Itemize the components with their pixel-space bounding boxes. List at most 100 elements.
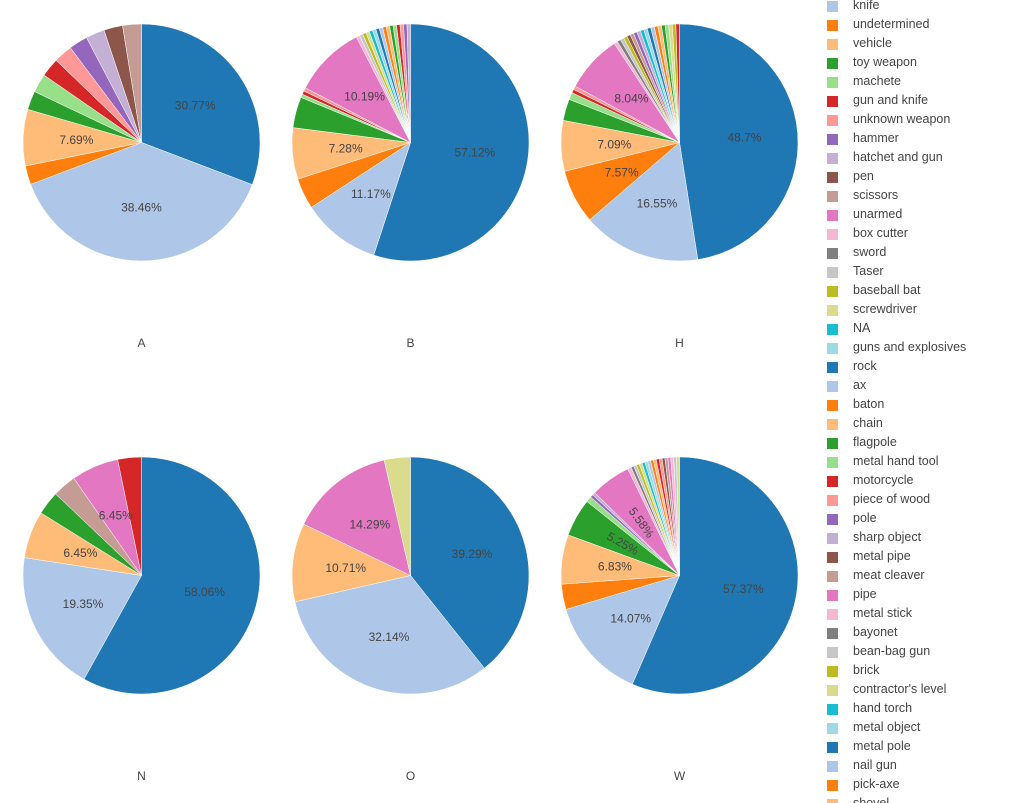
- legend-item[interactable]: pick-axe: [820, 776, 1009, 795]
- legend-swatch: [827, 229, 838, 240]
- legend-label: guns and explosives: [853, 340, 967, 354]
- pie-slice[interactable]: [141, 23, 261, 185]
- legend-label: toy weapon: [853, 55, 917, 69]
- legend-item[interactable]: pen: [820, 168, 1009, 187]
- legend-swatch: [827, 476, 838, 487]
- slice-label: 6.83%: [598, 560, 632, 574]
- pie-slice[interactable]: [589, 142, 699, 262]
- pie-slice[interactable]: [679, 23, 799, 260]
- legend-item[interactable]: baton: [820, 396, 1009, 415]
- legend-item[interactable]: machete: [820, 73, 1009, 92]
- legend-item[interactable]: metal stick: [820, 605, 1009, 624]
- legend-item[interactable]: metal hand tool: [820, 453, 1009, 472]
- pie-slice[interactable]: [676, 456, 680, 576]
- legend-swatch: [827, 438, 838, 449]
- legend-item[interactable]: bean-bag gun: [820, 643, 1009, 662]
- legend-item[interactable]: hammer: [820, 130, 1009, 149]
- pie-slice[interactable]: [406, 23, 411, 143]
- pie-slice[interactable]: [83, 456, 261, 695]
- pie-slice[interactable]: [410, 456, 530, 669]
- legend-swatch: [827, 514, 838, 525]
- legend-item[interactable]: vehicle: [820, 35, 1009, 54]
- pie-slice[interactable]: [383, 456, 411, 576]
- legend-label: metal pole: [853, 739, 911, 753]
- pie-slice[interactable]: [294, 575, 485, 695]
- legend-item[interactable]: baseball bat: [820, 282, 1009, 301]
- pie-slice[interactable]: [117, 456, 142, 576]
- legend-item[interactable]: piece of wood: [820, 491, 1009, 510]
- pie-slice[interactable]: [305, 36, 412, 144]
- legend-swatch: [827, 343, 838, 354]
- legend-swatch: [827, 457, 838, 468]
- pie-slice[interactable]: [373, 23, 530, 262]
- legend-label: hand torch: [853, 701, 913, 715]
- pie-slice[interactable]: [122, 23, 142, 143]
- slice-label: 6.45%: [99, 509, 133, 523]
- pie-slice[interactable]: [22, 557, 142, 680]
- legend-item[interactable]: unarmed: [820, 206, 1009, 225]
- legend-swatch: [827, 381, 838, 392]
- legend-item[interactable]: gun and knife: [820, 92, 1009, 111]
- legend-item[interactable]: scissors: [820, 187, 1009, 206]
- legend-item[interactable]: unknown weapon: [820, 111, 1009, 130]
- legend-label: metal stick: [853, 606, 913, 620]
- legend-swatch: [827, 609, 838, 620]
- pie-slice[interactable]: [631, 456, 799, 695]
- legend-item[interactable]: NA: [820, 320, 1009, 339]
- pie-slice[interactable]: [310, 141, 411, 256]
- pie-slice[interactable]: [30, 142, 253, 262]
- legend-item[interactable]: metal pipe: [820, 548, 1009, 567]
- legend-item[interactable]: hatchet and gun: [820, 149, 1009, 168]
- legend-item[interactable]: sharp object: [820, 529, 1009, 548]
- legend-item[interactable]: motorcycle: [820, 472, 1009, 491]
- pie-slice[interactable]: [675, 23, 680, 143]
- pie-slice[interactable]: [303, 459, 411, 576]
- legend-item[interactable]: nail gun: [820, 757, 1009, 776]
- legend-label: bayonet: [853, 625, 898, 639]
- legend-item[interactable]: undetermined: [820, 16, 1009, 35]
- legend-swatch: [827, 666, 838, 677]
- legend-label: pen: [853, 169, 874, 183]
- legend-item[interactable]: Taser: [820, 263, 1009, 282]
- legend-swatch: [827, 533, 838, 544]
- legend-label: piece of wood: [853, 492, 931, 506]
- legend-item[interactable]: screwdriver: [820, 301, 1009, 320]
- legend-label: unarmed: [853, 207, 903, 221]
- legend-label: knife: [853, 0, 880, 12]
- legend-item[interactable]: chain: [820, 415, 1009, 434]
- legend-label: Taser: [853, 264, 884, 278]
- legend-label: scissors: [853, 188, 899, 202]
- legend-item[interactable]: metal pole: [820, 738, 1009, 757]
- legend-swatch: [827, 799, 838, 803]
- legend-item[interactable]: pole: [820, 510, 1009, 529]
- legend-item[interactable]: brick: [820, 662, 1009, 681]
- legend-item[interactable]: guns and explosives: [820, 339, 1009, 358]
- legend-item[interactable]: meat cleaver: [820, 567, 1009, 586]
- slice-label: 10.71%: [325, 561, 366, 575]
- legend-label: sword: [853, 245, 887, 259]
- legend-item[interactable]: bayonet: [820, 624, 1009, 643]
- pie-slice[interactable]: [565, 575, 680, 685]
- legend-item[interactable]: hand torch: [820, 700, 1009, 719]
- legend-swatch: [827, 172, 838, 183]
- legend-swatch: [827, 58, 838, 69]
- legend-item[interactable]: flagpole: [820, 434, 1009, 453]
- legend-item[interactable]: sword: [820, 244, 1009, 263]
- legend-item[interactable]: ax: [820, 377, 1009, 396]
- legend-swatch: [827, 191, 838, 202]
- legend-item[interactable]: toy weapon: [820, 54, 1009, 73]
- legend-item[interactable]: contractor's level: [820, 681, 1009, 700]
- pie-slice[interactable]: [291, 523, 412, 603]
- pie-W: 57.37%14.07%6.83%5.25%5.58%W: [560, 456, 799, 783]
- legend-swatch: [827, 153, 838, 164]
- legend-label: hammer: [853, 131, 899, 145]
- legend-swatch: [827, 324, 838, 335]
- legend-item[interactable]: shovel: [820, 795, 1009, 803]
- slice-label: 32.14%: [369, 630, 410, 644]
- legend-item[interactable]: metal object: [820, 719, 1009, 738]
- legend-item[interactable]: rock: [820, 358, 1009, 377]
- legend-item[interactable]: pipe: [820, 586, 1009, 605]
- legend-swatch: [827, 77, 838, 88]
- legend-item[interactable]: knife: [820, 0, 1009, 16]
- legend-item[interactable]: box cutter: [820, 225, 1009, 244]
